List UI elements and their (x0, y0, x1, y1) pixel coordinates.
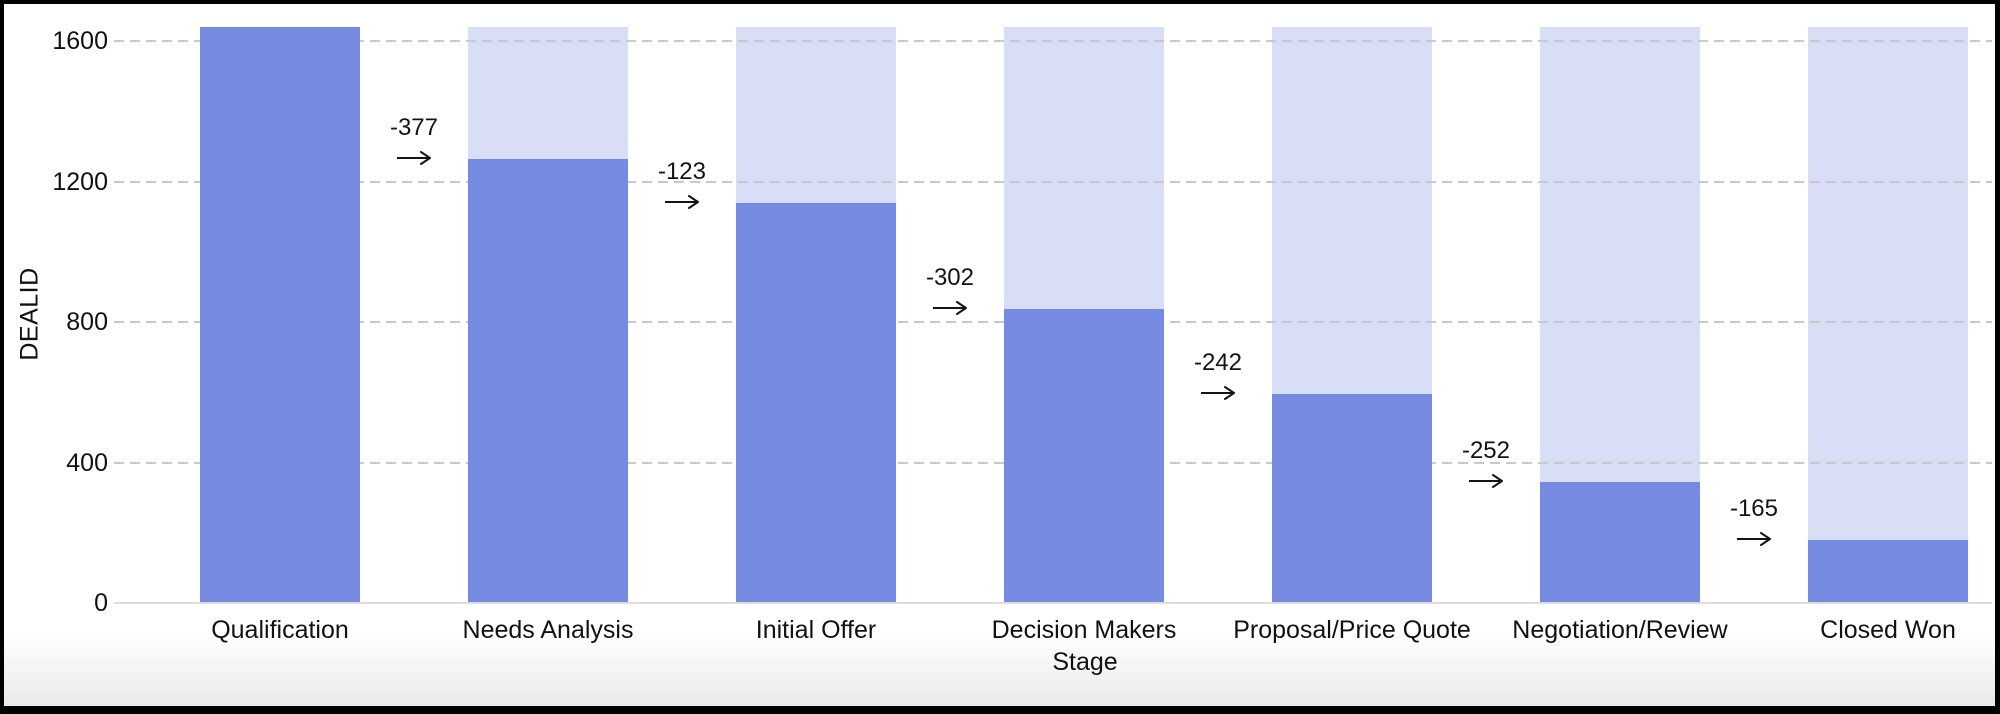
bar-negotiation-review[interactable] (1540, 482, 1700, 603)
bar-proposal-price-quote[interactable] (1272, 393, 1432, 603)
right-arrow-icon (933, 300, 967, 315)
y-tick-label-800: 800 (66, 308, 108, 336)
drop-annotation-closed-won: -165 (1684, 495, 1824, 547)
drop-annotation-negotiation-review: -252 (1416, 437, 1556, 489)
bar-needs-analysis[interactable] (468, 159, 628, 603)
right-arrow-icon (1737, 532, 1771, 547)
right-arrow-icon (1201, 385, 1235, 400)
bar-decision-makers[interactable] (1004, 308, 1164, 603)
x-axis-title: Stage (1052, 648, 1118, 676)
x-tick-label-qualification: Qualification (211, 616, 349, 644)
bar-initial-offer[interactable] (736, 202, 896, 603)
drop-annotation-decision-makers: -302 (880, 263, 1020, 315)
drop-value-label: -302 (925, 263, 975, 291)
y-tick-label-1200: 1200 (52, 167, 108, 196)
x-tick-label-closed-won: Closed Won (1820, 616, 1956, 644)
bottom-gradient (4, 634, 1995, 706)
y-tick-label-0: 0 (94, 589, 108, 617)
drop-annotation-initial-offer: -123 (612, 157, 752, 209)
x-axis-line (114, 602, 1992, 604)
x-tick-label-proposal-price-quote: Proposal/Price Quote (1233, 616, 1471, 644)
bar-closed-won[interactable] (1808, 540, 1968, 603)
y-tick-label-1600: 1600 (52, 27, 108, 55)
drop-value-label: -252 (1461, 437, 1511, 465)
drop-annotation-needs-analysis: -377 (344, 114, 484, 166)
drop-value-label: -242 (1193, 348, 1243, 376)
drop-value-label: -377 (389, 114, 439, 142)
right-arrow-icon (665, 194, 699, 209)
drop-annotation-proposal-price-quote: -242 (1148, 348, 1288, 400)
y-tick-label-400: 400 (66, 448, 108, 477)
x-tick-label-needs-analysis: Needs Analysis (462, 616, 634, 644)
right-arrow-icon (1469, 474, 1503, 489)
ghost-bar-closed-won (1808, 26, 1968, 603)
bar-qualification[interactable] (200, 26, 360, 603)
gridline-1600 (114, 40, 1992, 42)
right-arrow-icon (397, 151, 431, 166)
drop-value-label: -123 (657, 157, 707, 185)
drop-value-label: -165 (1729, 495, 1779, 523)
x-tick-label-decision-makers: Decision Makers (991, 616, 1177, 644)
gridline-1200 (114, 180, 1992, 183)
x-tick-label-initial-offer: Initial Offer (755, 616, 877, 644)
x-tick-label-negotiation-review: Negotiation/Review (1512, 616, 1728, 644)
